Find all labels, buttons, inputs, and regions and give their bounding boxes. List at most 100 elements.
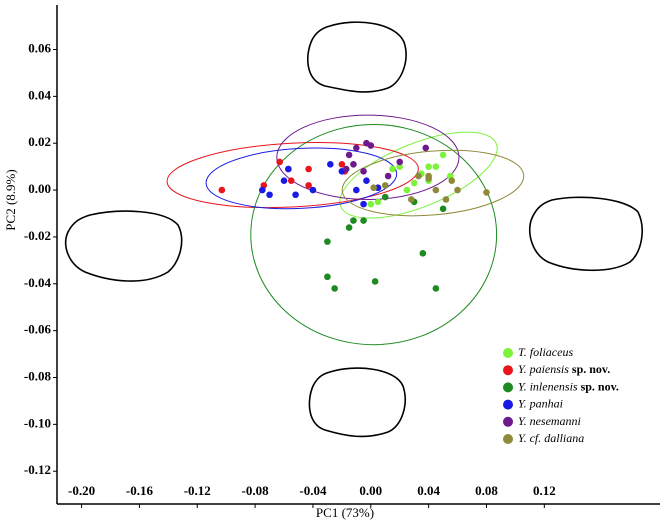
confidence-ellipse <box>166 142 419 209</box>
legend-entry: Y. panhai <box>518 396 563 410</box>
confidence-ellipse <box>250 123 498 346</box>
legend-name: Y. nesemanni <box>518 414 581 428</box>
point <box>327 161 334 168</box>
point <box>384 172 392 180</box>
legend-marker <box>503 348 513 358</box>
point <box>432 285 440 292</box>
point <box>439 151 447 159</box>
shape-left <box>64 210 183 282</box>
confidence-ellipse <box>276 114 460 200</box>
legend-marker <box>503 382 513 393</box>
point <box>309 186 317 194</box>
point <box>370 184 377 192</box>
x-tick-label: 0.12 <box>533 483 556 498</box>
legend-marker <box>503 399 513 410</box>
point <box>266 191 273 199</box>
point <box>259 186 266 194</box>
point <box>353 144 360 152</box>
shape-right <box>528 196 643 272</box>
legend-qualifier: sp. nov. <box>572 362 610 376</box>
point <box>403 186 411 194</box>
point <box>407 196 415 203</box>
legend-marker <box>503 416 513 427</box>
point <box>292 191 299 199</box>
legend-entry: T. foliaceus <box>518 345 573 359</box>
y-tick-label: 0.00 <box>28 181 51 196</box>
point <box>324 273 331 281</box>
legend-qualifier: sp. nov. <box>581 379 619 393</box>
point <box>342 165 350 173</box>
point <box>367 142 375 149</box>
legend-marker <box>503 365 513 376</box>
point <box>360 168 367 175</box>
point <box>425 172 432 180</box>
point <box>448 177 456 185</box>
y-tick-label: -0.04 <box>24 275 52 290</box>
point <box>439 205 447 213</box>
point <box>353 186 360 194</box>
legend-name: T. foliaceus <box>518 345 573 359</box>
point <box>381 193 389 201</box>
legend-entry: Y. paiensis sp. nov. <box>518 362 610 376</box>
y-tick-label: -0.02 <box>24 228 51 243</box>
point <box>324 238 331 245</box>
point <box>350 161 357 168</box>
point <box>345 224 353 231</box>
point <box>285 165 292 173</box>
point <box>280 177 288 185</box>
point <box>363 177 370 185</box>
point <box>483 189 490 196</box>
x-tick-label: -0.04 <box>299 483 327 498</box>
point <box>360 200 367 208</box>
point <box>305 182 312 189</box>
x-tick-label: -0.12 <box>184 483 211 498</box>
point <box>419 250 427 257</box>
point <box>432 163 440 170</box>
point <box>276 158 283 166</box>
point <box>345 151 353 159</box>
y-tick-label: -0.08 <box>24 368 52 383</box>
point <box>415 172 422 180</box>
legend-name: Y. inlenensis <box>518 379 578 393</box>
point <box>454 186 461 194</box>
point <box>422 144 430 152</box>
y-axis-label: PC2 (8.9%) <box>3 169 18 230</box>
confidence-ellipse <box>339 131 498 219</box>
point <box>218 186 226 194</box>
legend-name: Y. cf. dalliana <box>518 431 584 445</box>
point <box>338 161 346 168</box>
legend-entry: Y. inlenensis sp. nov. <box>518 379 619 393</box>
point <box>360 217 367 224</box>
point <box>389 165 396 173</box>
x-tick-label: 0.00 <box>359 483 382 498</box>
point <box>350 217 357 224</box>
x-tick-label: 0.04 <box>417 483 440 498</box>
legend-marker <box>503 434 513 444</box>
point <box>287 177 295 185</box>
y-tick-label: -0.12 <box>24 462 51 477</box>
point <box>410 179 418 187</box>
legend-entry: Y. nesemanni <box>518 414 581 428</box>
shape-bottom <box>308 367 406 438</box>
shape-top <box>306 21 407 93</box>
y-tick-label: 0.02 <box>28 134 51 149</box>
x-tick-label: 0.08 <box>475 483 498 498</box>
y-tick-label: 0.04 <box>28 87 51 102</box>
point <box>396 158 404 166</box>
point <box>425 163 432 170</box>
point <box>367 200 375 208</box>
legend-name: Y. panhai <box>518 396 563 410</box>
point <box>305 165 312 173</box>
legend-name: Y. paiensis <box>518 362 569 376</box>
point <box>381 182 389 189</box>
point <box>331 285 338 292</box>
y-tick-label: 0.06 <box>28 40 51 55</box>
x-tick-label: -0.16 <box>126 483 154 498</box>
x-axis-label: PC1 (73%) <box>316 505 374 520</box>
y-tick-label: -0.10 <box>24 415 51 430</box>
point <box>396 163 404 170</box>
confidence-ellipse <box>205 147 398 210</box>
point <box>374 198 382 206</box>
legend-entry: Y. cf. dalliana <box>518 431 584 445</box>
